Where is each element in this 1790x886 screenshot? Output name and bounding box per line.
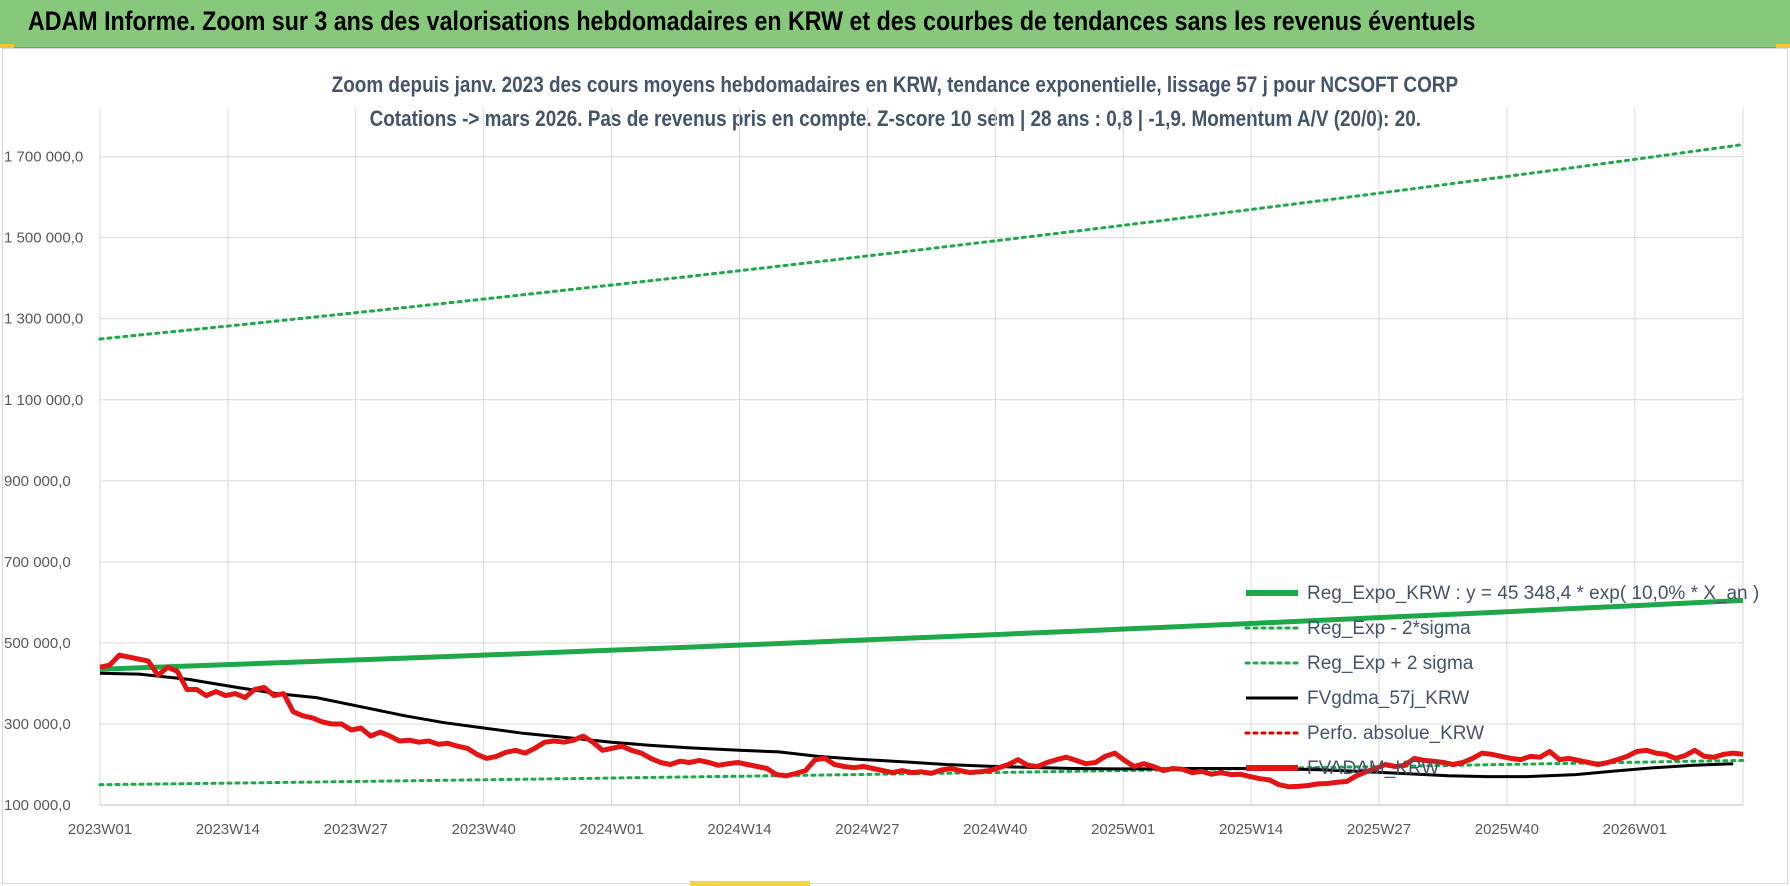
x-tick-label: 2023W27 [324, 821, 388, 838]
legend-label: Reg_Exp + 2 sigma [1307, 653, 1474, 674]
chart-title-line2: Cotations -> mars 2026. Pas de revenus p… [369, 106, 1421, 131]
bottom-marker [690, 881, 810, 886]
series-line-fvadam [99, 652, 1744, 790]
y-tick-label: 700 000,0 [4, 554, 71, 571]
series-line-reg-expo [99, 597, 1744, 672]
x-tick-label: 2023W40 [452, 821, 516, 838]
y-tick-label: 100 000,0 [4, 797, 71, 814]
x-tick-label: 2024W40 [963, 821, 1027, 838]
y-tick-label: 1 300 000,0 [4, 311, 83, 328]
x-tick-label: 2025W40 [1475, 821, 1539, 838]
x-tick-label: 2023W01 [68, 821, 132, 838]
series-line-reg-minus-2sigma [98, 758, 1745, 787]
x-tick-label: 2024W27 [835, 821, 899, 838]
legend-label: Reg_Expo_KRW : y = 45 348,4 * exp( 10,0%… [1307, 583, 1759, 604]
corner-marker-right [1776, 44, 1790, 48]
report-banner: ADAM Informe. Zoom sur 3 ans des valoris… [0, 0, 1790, 48]
x-tick-label: 2023W14 [196, 821, 260, 838]
y-tick-label: 1 700 000,0 [4, 149, 83, 166]
series-layer [98, 143, 1745, 790]
x-tick-label: 2025W27 [1347, 821, 1411, 838]
chart-frame [2, 48, 1788, 884]
x-tick-label: 2024W14 [707, 821, 771, 838]
legend-label: Perfo. absolue_KRW [1307, 723, 1484, 744]
y-tick-label: 900 000,0 [4, 473, 71, 490]
y-tick-label: 500 000,0 [4, 635, 71, 652]
grid-lines [99, 108, 1744, 806]
x-tick-label: 2024W01 [579, 821, 643, 838]
chart-legend: Reg_Expo_KRW : y = 45 348,4 * exp( 10,0%… [1244, 583, 1759, 779]
chart-title-line1: Zoom depuis janv. 2023 des cours moyens … [331, 72, 1459, 97]
y-tick-label: 1 500 000,0 [4, 230, 83, 247]
y-axis-ticks: 100 000,0 300 000,0 500 000,0 700 000,0 900 … [4, 149, 83, 814]
x-tick-label: 2025W14 [1219, 821, 1283, 838]
legend-label: Reg_Exp - 2*sigma [1307, 618, 1471, 639]
legend-label: FVADAM_KRW [1307, 758, 1439, 779]
legend-label: FVgdma_57j_KRW [1307, 688, 1469, 709]
y-tick-label: 300 000,0 [4, 716, 71, 733]
report-title: ADAM Informe. Zoom sur 3 ans des valoris… [28, 6, 1476, 36]
series-line-fvgdma-57j [99, 671, 1734, 779]
x-axis-ticks: 2023W01 2023W14 2023W27 2023W40 2024W01 2024W… [68, 821, 1667, 838]
y-tick-label: 1 100 000,0 [4, 392, 83, 409]
x-tick-label: 2026W01 [1603, 821, 1667, 838]
x-tick-label: 2025W01 [1091, 821, 1155, 838]
series-line-reg-plus-2sigma [98, 143, 1745, 341]
corner-marker-left [0, 44, 14, 48]
